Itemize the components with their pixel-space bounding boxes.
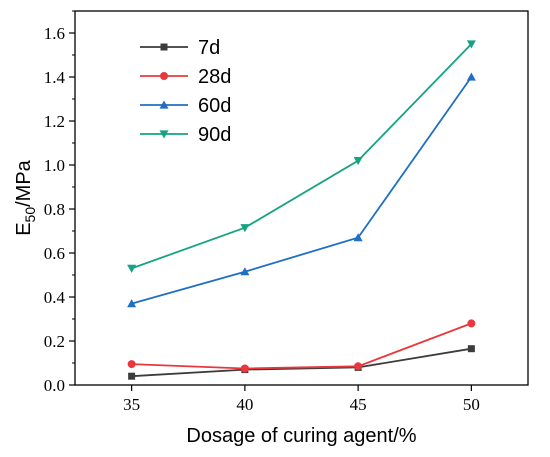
y-axis-title-subscript: 50 <box>22 207 38 223</box>
y-tick-label: 1.0 <box>44 156 65 175</box>
y-tick-label: 0.8 <box>44 200 65 219</box>
data-point-28d <box>354 362 363 371</box>
data-point-7d <box>467 345 475 353</box>
data-point-28d <box>467 319 476 328</box>
y-tick-label: 0.2 <box>44 332 65 351</box>
legend-marker <box>160 72 168 80</box>
legend-label: 7d <box>198 37 220 59</box>
data-point-60d <box>466 72 476 81</box>
series-60d <box>127 72 476 308</box>
series-line-28d <box>131 322 472 370</box>
data-point-90d <box>353 157 363 166</box>
y-axis-title: E50/MPa <box>13 159 38 235</box>
legend-item-90d: 90d <box>140 124 231 146</box>
data-point-90d <box>240 224 250 233</box>
x-tick-label: 40 <box>236 395 253 414</box>
y-tick-label: 0.4 <box>44 288 66 307</box>
x-axis-title: Dosage of curing agent/% <box>186 425 416 447</box>
data-point-28d <box>127 360 136 369</box>
y-tick-label: 1.4 <box>44 68 66 87</box>
plot-border <box>74 10 529 386</box>
series-7d <box>128 345 475 380</box>
legend-label: 28d <box>198 66 231 88</box>
data-point-90d <box>127 264 137 273</box>
y-axis-title-base: E <box>13 222 35 235</box>
x-axis: 35 40 45 50 <box>123 385 480 414</box>
data-point-7d <box>128 372 136 380</box>
series-line-60d <box>131 76 473 305</box>
data-point-60d <box>127 299 137 308</box>
y-tick-label: 1.2 <box>44 112 65 131</box>
legend-item-7d: 7d <box>140 37 220 59</box>
y-tick-label: 1.6 <box>44 24 65 43</box>
legend-marker <box>160 43 168 51</box>
legend-marker <box>159 130 169 139</box>
series-28d <box>127 319 476 373</box>
legend-item-60d: 60d <box>140 95 231 117</box>
series-line-7d <box>131 347 472 378</box>
series-line-90d <box>131 43 473 270</box>
y-axis: 0.0 0.2 0.4 0.6 0.8 1.0 1.2 1.4 1.6 <box>44 10 75 395</box>
legend: 7d 28d 60d 90d <box>140 37 231 146</box>
legend-label: 60d <box>198 95 231 117</box>
x-tick-label: 50 <box>463 395 480 414</box>
y-axis-title-unit: /MPa <box>13 159 35 207</box>
data-point-28d <box>240 364 249 373</box>
x-tick-label: 35 <box>123 395 140 414</box>
data-point-90d <box>466 40 476 49</box>
legend-item-28d: 28d <box>140 66 231 88</box>
series-layer <box>127 40 476 380</box>
legend-label: 90d <box>198 124 231 146</box>
data-point-60d <box>353 233 363 242</box>
y-tick-label: 0.6 <box>44 244 65 263</box>
legend-marker <box>159 100 169 109</box>
x-tick-label: 45 <box>350 395 367 414</box>
y-tick-label: 0.0 <box>44 376 65 395</box>
data-point-60d <box>240 267 250 276</box>
series-90d <box>127 40 476 273</box>
plot-area <box>74 10 529 386</box>
